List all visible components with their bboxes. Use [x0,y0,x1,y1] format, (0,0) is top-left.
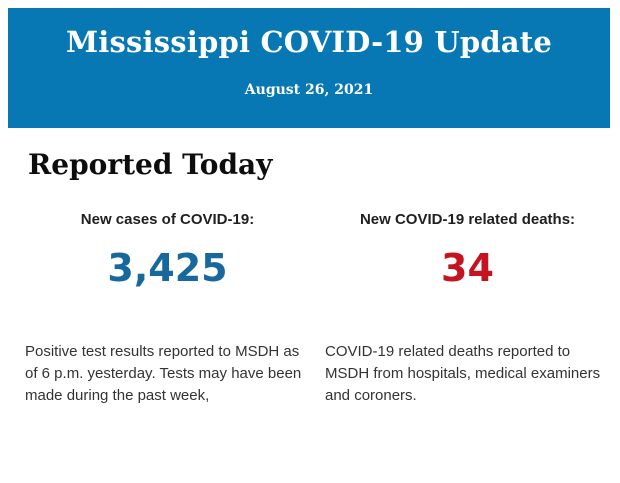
new-cases-column: New cases of COVID-19: 3,425 Positive te… [25,211,310,407]
section-heading: Reported Today [28,148,273,181]
stats-row: New cases of COVID-19: 3,425 Positive te… [25,211,620,407]
report-date: August 26, 2021 [244,82,374,98]
page-title: Mississippi COVID-19 Update [65,25,553,59]
new-cases-description: Positive test results reported to MSDH a… [25,343,302,404]
new-cases-label: New cases of COVID-19: [80,211,255,228]
header-banner: Mississippi COVID-19 Update August 26, 2… [8,8,610,128]
report-content: Reported Today New cases of COVID-19: 3,… [0,128,620,407]
new-deaths-column: New COVID-19 related deaths: 34 COVID-19… [325,211,610,407]
new-cases-value: 3,425 [107,246,228,290]
new-deaths-label: New COVID-19 related deaths: [359,211,576,228]
new-deaths-value: 34 [441,246,494,290]
new-deaths-description: COVID-19 related deaths reported to MSDH… [325,343,601,404]
